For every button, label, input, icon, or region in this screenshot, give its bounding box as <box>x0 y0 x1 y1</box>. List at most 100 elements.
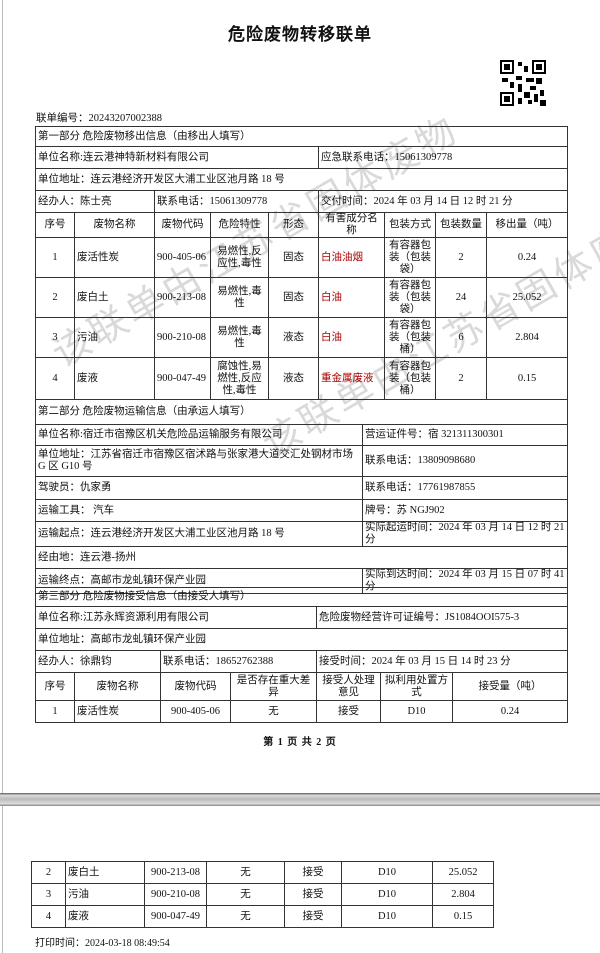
column-header: 序号 <box>35 212 75 238</box>
table-cell: D10 <box>341 883 433 906</box>
table-cell: 3 <box>31 883 66 906</box>
table-cell: 白油 <box>318 277 385 318</box>
column-header: 序号 <box>35 672 75 701</box>
table-cell: 无 <box>206 905 285 928</box>
page-number: 第 1 页 共 2 页 <box>263 737 337 748</box>
transport-origin: 运输起点：连云港经济开发区大浦工业区池月路 18 号 <box>35 521 363 547</box>
transport-via: 经由地：连云港-扬州 <box>35 546 568 569</box>
table-cell: 液态 <box>268 357 319 400</box>
table-cell: 900-405-06 <box>154 237 211 278</box>
part2-header: 第二部分 危险废物运输信息（由承运人填写） <box>35 399 568 425</box>
table-cell: 2 <box>435 237 487 278</box>
table-cell: 液态 <box>268 317 319 358</box>
column-header: 废物名称 <box>74 212 155 238</box>
column-header: 废物代码 <box>154 212 211 238</box>
table-cell: 0.24 <box>485 237 569 278</box>
table-cell: 900-213-08 <box>154 277 211 318</box>
table-cell: 白油油烟 <box>318 237 385 278</box>
consignor-unit-name: 单位名称:连云港神特新材料有限公司 <box>35 146 319 169</box>
table-row: 3 污油 900-210-08 无接受 D10 2.804 <box>31 883 494 906</box>
emergency-phone: 应急联系电话：15061309778 <box>317 146 569 169</box>
receiver-unit-name: 单位名称:江苏永辉资源利用有限公司 <box>35 606 317 629</box>
table-cell: 0.24 <box>451 700 569 723</box>
table-cell: 2.804 <box>485 317 569 358</box>
driver: 驾驶员：仇家勇 <box>35 476 363 500</box>
table-cell: 接受 <box>284 905 342 928</box>
table-cell: 无 <box>230 700 317 723</box>
table-cell: 2 <box>31 861 66 884</box>
part3-table: 第三部分 危险废物接受信息（由接受人填写） 单位名称:江苏永辉资源利用有限公司危… <box>34 587 569 723</box>
table-row: 2 废白土 900-213-08 易燃性,毒性 固态 白油 有容器包装（包装袋） 24 25.0… <box>35 277 569 318</box>
column-header: 是否存在重大差异 <box>230 672 317 701</box>
carrier-address: 单位地址：江苏省宿迁市宿豫区宿沭路与张家港大道交汇处钢材市场 G 区 G10 号 <box>35 445 363 477</box>
table-cell: 污油 <box>74 317 155 358</box>
table-row: 4 废液 900-047-49 腐蚀性,易燃性,反应性,毒性 液态 重金属废液 有容器包装（… <box>35 357 569 400</box>
table-cell: 3 <box>35 317 75 358</box>
column-header: 接受人处理意见 <box>316 672 381 701</box>
table-cell: 废白土 <box>65 861 145 884</box>
table-cell: 900-210-08 <box>144 883 207 906</box>
table-cell: 900-213-08 <box>144 861 207 884</box>
consignor-phone: 联系电话：15061309778 <box>154 190 319 213</box>
table-cell: 接受 <box>284 861 342 884</box>
column-header: 拟利用处置方式 <box>380 672 453 701</box>
table-cell: 重金属废液 <box>318 357 385 400</box>
table-cell: 白油 <box>318 317 385 358</box>
table-cell: 固态 <box>268 277 319 318</box>
table-cell: 900-405-06 <box>160 700 231 723</box>
carrier-unit-name: 单位名称:宿迁市宿豫区机关危险品运输服务有限公司 <box>35 424 363 446</box>
table-cell: D10 <box>380 700 453 723</box>
part3-table-continued: 2 废白土 900-213-08 无接受 D10 25.052 3 污油 900-210-08 无… <box>31 861 494 928</box>
table-cell: 900-047-49 <box>154 357 211 400</box>
part1-table: 第一部分 危险废物移出信息（由移出人填写） 单位名称:连云港神特新材料有限公司应… <box>34 126 569 400</box>
depart-time: 实际起运时间：2024 年 03 月 14 日 12 时 21 分 <box>362 521 568 547</box>
table-cell: 1 <box>35 700 75 723</box>
table-row: 4 废液 900-047-49 无接受 D10 0.15 <box>31 905 494 928</box>
receiver-phone: 联系电话：18652762388 <box>160 650 317 673</box>
page-edge <box>2 806 3 953</box>
table-cell: 废液 <box>65 905 145 928</box>
table-cell: 1 <box>35 237 75 278</box>
table-cell: 无 <box>206 883 285 906</box>
table-cell: 易燃性,毒性 <box>210 317 269 358</box>
table-cell: 0.15 <box>485 357 569 400</box>
table-cell: 900-210-08 <box>154 317 211 358</box>
receiver-license: 危险废物经营许可证编号：JS1084OOI575-3 <box>315 606 569 629</box>
column-header: 形态 <box>268 212 319 238</box>
table-row: 3 污油 900-210-08 易燃性,毒性 液态 白油 有容器包装（包装桶） 6 2.804 <box>35 317 569 358</box>
column-header: 移出量（吨） <box>485 212 569 238</box>
receiver-handler: 经办人：徐鼎钧 <box>35 650 161 673</box>
table-cell: 4 <box>31 905 66 928</box>
receiver-address: 单位地址：高邮市龙虬镇环保产业园 <box>34 628 569 651</box>
table-cell: 腐蚀性,易燃性,反应性,毒性 <box>210 357 269 400</box>
table-cell: 900-047-49 <box>144 905 207 928</box>
table-cell: 6 <box>435 317 487 358</box>
table-cell: 2 <box>435 357 487 400</box>
accept-time: 接受时间：2024 年 03 月 15 日 14 时 23 分 <box>315 650 569 673</box>
table-cell: 有容器包装（包装桶） <box>384 317 436 358</box>
qr-code <box>500 60 546 106</box>
column-header: 危险特性 <box>210 212 269 238</box>
page-break <box>0 793 600 806</box>
plate-number: 牌号：苏 NGJ902 <box>362 499 568 522</box>
table-cell: 废白土 <box>74 277 155 318</box>
table-cell: 有容器包装（包装桶） <box>384 357 436 400</box>
table-cell: 0.15 <box>432 905 494 928</box>
manifest-number: 联单编号：20243207002388 <box>36 113 162 124</box>
table-row: 1 废活性炭 900-405-06 无接受 D10 0.24 <box>35 700 569 723</box>
table-cell: 固态 <box>268 237 319 278</box>
page-edge <box>2 0 3 793</box>
table-cell: 24 <box>435 277 487 318</box>
print-time: 打印时间：2024-03-18 08:49:54 <box>35 938 170 949</box>
table-cell: 接受 <box>316 700 381 723</box>
consignor-handler: 经办人：陈士亮 <box>35 190 155 213</box>
table-cell: D10 <box>341 905 433 928</box>
column-header: 废物代码 <box>160 672 231 701</box>
table-cell: 有容器包装（包装袋） <box>384 237 436 278</box>
carrier-license: 营运证件号：宿 321311300301 <box>362 424 568 446</box>
part2-table: 第二部分 危险废物运输信息（由承运人填写） 单位名称:宿迁市宿豫区机关危险品运输… <box>35 399 568 594</box>
table-cell: 4 <box>35 357 75 400</box>
table-row: 1 废活性炭 900-405-06 易燃性,反应性,毒性 固态 白油油烟 有容器包装（包装袋… <box>35 237 569 278</box>
carrier-phone: 联系电话：13809098680 <box>362 445 568 477</box>
driver-phone: 联系电话：17761987855 <box>362 476 568 500</box>
